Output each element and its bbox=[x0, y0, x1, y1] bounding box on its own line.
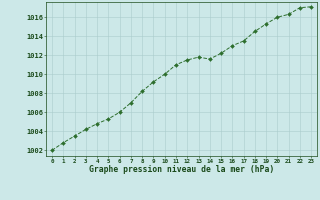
X-axis label: Graphe pression niveau de la mer (hPa): Graphe pression niveau de la mer (hPa) bbox=[89, 165, 274, 174]
